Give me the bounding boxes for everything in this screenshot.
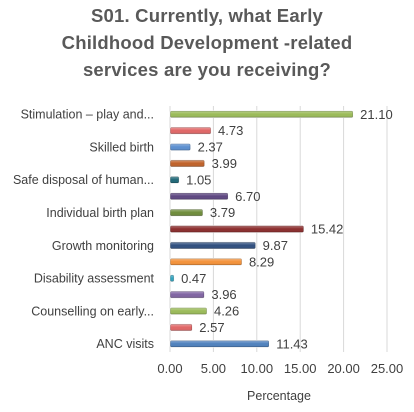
bar-group <box>169 176 180 184</box>
bar-outline <box>170 176 179 184</box>
category-label: Disability assessment <box>34 272 155 286</box>
category-label: Safe disposal of human... <box>13 173 154 187</box>
chart-title: S01. Currently, what Early Childhood Dev… <box>0 2 414 83</box>
category-label: Counselling on early... <box>31 304 154 318</box>
bar-group <box>169 143 191 151</box>
bar-highlight <box>170 143 191 151</box>
data-label: 2.37 <box>198 140 223 155</box>
x-tick-label: 15.00 <box>284 361 317 376</box>
x-tick-label: 5.00 <box>201 361 226 376</box>
data-label: 11.43 <box>276 336 308 351</box>
bar-group <box>169 110 354 118</box>
bar-outline <box>170 209 203 216</box>
bar-highlight <box>170 274 175 282</box>
category-label: Individual birth plan <box>46 206 154 220</box>
labels: 0.00 5.00 10.00 15.00 20.00 25.00 21.10 Stimula… <box>13 107 403 376</box>
data-label: 15.42 <box>311 222 344 237</box>
bar-group <box>169 307 208 315</box>
bar-outline <box>170 291 205 298</box>
bar-highlight <box>170 192 229 200</box>
chart-title-line-3: services are you receiving? <box>82 59 332 80</box>
data-label: 4.73 <box>218 123 243 138</box>
bar-group <box>169 225 305 233</box>
category-label: Stimulation – play and... <box>21 108 154 122</box>
bar-highlight <box>170 258 242 266</box>
data-label: 9.87 <box>263 238 288 253</box>
bar-outline <box>170 274 174 282</box>
bar-highlight <box>170 291 205 299</box>
data-label: 6.70 <box>235 189 260 204</box>
data-label: 4.26 <box>214 304 239 319</box>
bar-outline <box>170 340 270 348</box>
bar-group <box>169 339 270 348</box>
category-label: ANC visits <box>96 337 154 351</box>
bar-outline <box>170 324 193 331</box>
bar-outline <box>170 307 207 315</box>
chart-title-line-2: Childhood Development -related <box>61 32 353 53</box>
bar-outline <box>170 258 242 266</box>
bar-outline <box>170 110 353 118</box>
category-label: Skilled birth <box>89 140 154 154</box>
bar-highlight <box>170 176 180 184</box>
bar-outline <box>170 192 228 200</box>
bar-highlight <box>170 159 205 167</box>
bar-highlight <box>170 323 193 331</box>
data-label: 21.10 <box>360 107 393 122</box>
bar-outline <box>170 143 191 151</box>
bar-group <box>169 208 204 217</box>
x-tick-label: 25.00 <box>371 361 404 376</box>
x-axis-title: Percentage <box>247 389 311 403</box>
bar-group <box>169 192 229 200</box>
chart-title-line-1: S01. Currently, what Early <box>90 5 324 26</box>
bar-group <box>169 159 205 168</box>
bar-group <box>169 257 243 266</box>
bar-highlight <box>170 225 304 233</box>
bar-outline <box>170 242 256 249</box>
bar-group <box>169 290 205 299</box>
data-label: 8.29 <box>249 254 274 269</box>
data-label: 3.99 <box>212 156 237 171</box>
data-label: 3.96 <box>211 287 236 302</box>
x-tick-label: 20.00 <box>327 361 360 376</box>
bar-group <box>169 274 175 283</box>
x-tick-label: 10.00 <box>241 361 274 376</box>
bar-highlight <box>170 307 207 315</box>
data-label: 1.05 <box>186 172 211 187</box>
bar-outline <box>170 225 304 233</box>
bar-highlight <box>170 110 354 118</box>
bar-highlight <box>170 340 270 348</box>
bar-group <box>169 241 256 250</box>
data-label: 3.79 <box>210 205 235 220</box>
data-label: 0.47 <box>181 271 206 286</box>
data-label: 2.57 <box>199 320 224 335</box>
bar-group <box>169 323 193 332</box>
x-tick-label: 0.00 <box>157 361 182 376</box>
bar-outline <box>170 160 205 167</box>
bar-outline <box>170 127 211 134</box>
category-label: Growth monitoring <box>52 239 154 253</box>
bar-group <box>169 126 212 135</box>
bar-highlight <box>170 127 212 135</box>
bars <box>169 110 354 348</box>
bar-highlight <box>170 209 203 217</box>
bar-highlight <box>170 241 256 249</box>
